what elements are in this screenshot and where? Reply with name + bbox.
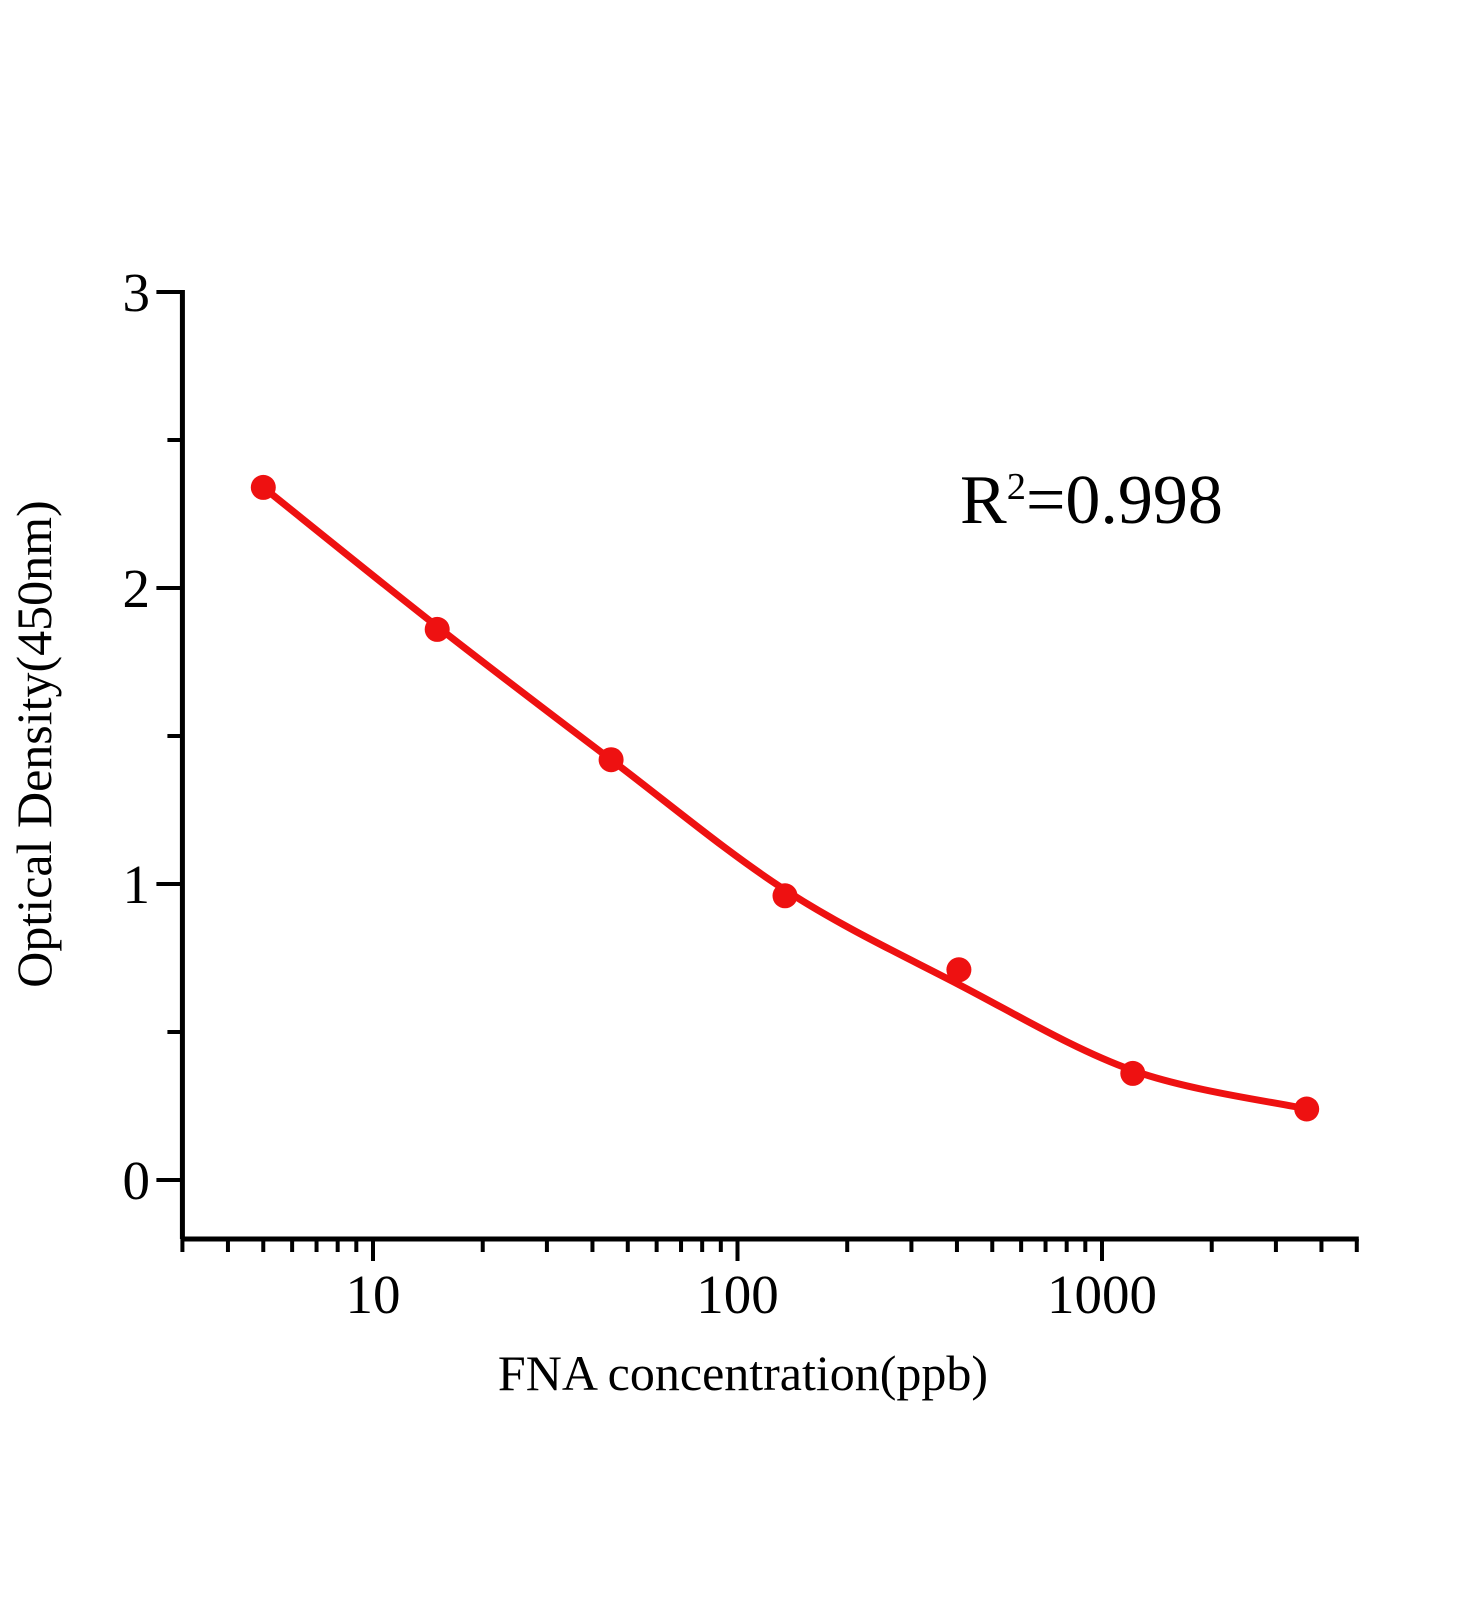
x-tick-label: 100 (696, 1264, 779, 1325)
y-tick-label: 0 (123, 1150, 151, 1211)
data-point (1120, 1060, 1146, 1086)
data-point (1294, 1096, 1320, 1122)
data-point (946, 957, 972, 983)
y-tick-label: 3 (123, 262, 151, 323)
data-point (250, 474, 276, 500)
x-axis-title: FNA concentration(ppb) (497, 1345, 989, 1401)
y-axis-title: Optical Density(450nm) (6, 500, 62, 988)
x-tick-label: 10 (346, 1264, 401, 1325)
r-squared-annotation: R2=0.998 (960, 466, 1223, 536)
r2-superscript: 2 (1006, 466, 1026, 509)
data-point (772, 883, 798, 909)
data-point (424, 616, 450, 642)
r2-base: R (960, 462, 1007, 539)
data-point (598, 747, 624, 773)
x-tick-label: 1000 (1047, 1264, 1157, 1325)
y-tick-label: 1 (123, 854, 151, 915)
y-tick-label: 2 (123, 558, 151, 619)
fitted-curve (259, 483, 1311, 1113)
r2-value: =0.998 (1025, 462, 1223, 539)
